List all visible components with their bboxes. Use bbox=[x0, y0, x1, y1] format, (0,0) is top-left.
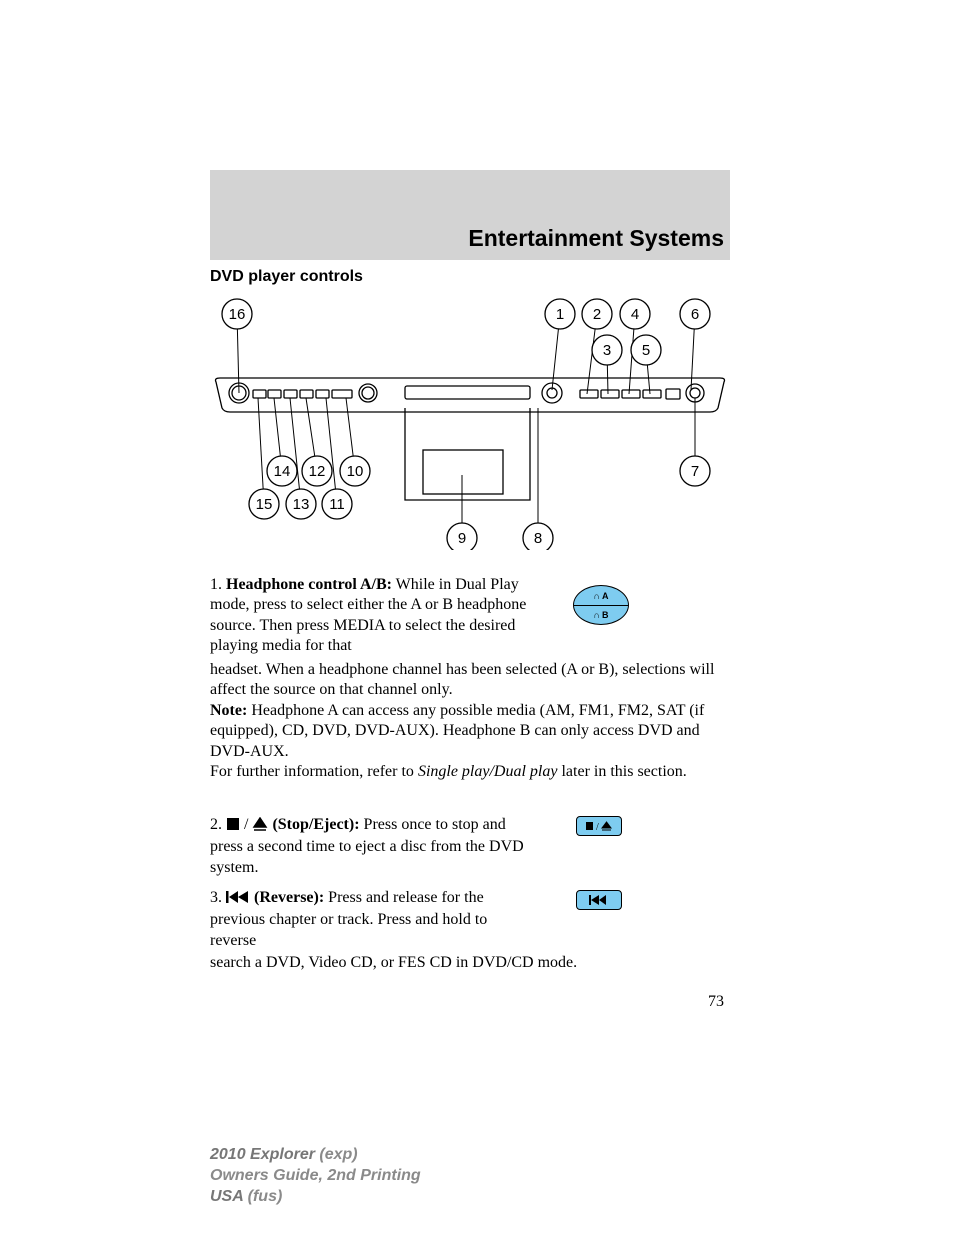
item-3-lead: 3. (Reverse): Press and release for the … bbox=[210, 888, 530, 951]
eject-icon bbox=[252, 817, 268, 837]
svg-text:15: 15 bbox=[256, 496, 273, 513]
svg-text:2: 2 bbox=[593, 306, 601, 323]
section-title: Entertainment Systems bbox=[468, 225, 724, 252]
item-1-lead: 1. Headphone control A/B: While in Dual … bbox=[210, 575, 530, 657]
item-number: 3. bbox=[210, 889, 226, 906]
headphone-icon: ∩ bbox=[594, 610, 600, 620]
item-title: (Reverse): bbox=[250, 889, 324, 906]
svg-text:3: 3 bbox=[603, 342, 611, 359]
item-3-rest: search a DVD, Video CD, or FES CD in DVD… bbox=[210, 953, 730, 973]
further-post: later in this section. bbox=[557, 763, 686, 780]
footer-region-code: (fus) bbox=[243, 1188, 282, 1205]
stop-eject-button-illustration: / bbox=[576, 816, 622, 836]
footer-model: 2010 Explorer bbox=[210, 1146, 315, 1163]
svg-text:12: 12 bbox=[309, 463, 326, 480]
note-text: Headphone A can access any possible medi… bbox=[210, 702, 704, 760]
item-number: 1. bbox=[210, 576, 226, 593]
svg-text:10: 10 bbox=[347, 463, 364, 480]
footer-code: (exp) bbox=[315, 1146, 358, 1163]
item-body-text: search a DVD, Video CD, or FES CD in DVD… bbox=[210, 954, 577, 971]
svg-text:5: 5 bbox=[642, 342, 650, 359]
svg-text:8: 8 bbox=[534, 530, 542, 547]
dvd-controls-diagram: 16124635141210151311987 bbox=[210, 290, 730, 550]
footer: 2010 Explorer (exp) Owners Guide, 2nd Pr… bbox=[210, 1145, 421, 1207]
item-2: 2. / (Stop/Eject): Press once to stop an… bbox=[210, 815, 530, 878]
svg-text:11: 11 bbox=[329, 496, 345, 513]
item-body-text: headset. When a headphone channel has be… bbox=[210, 661, 714, 698]
svg-text:6: 6 bbox=[691, 306, 699, 323]
reverse-icon bbox=[226, 890, 250, 910]
svg-text:16: 16 bbox=[229, 306, 246, 323]
icon-separator: / bbox=[240, 816, 252, 833]
svg-text:13: 13 bbox=[293, 496, 310, 513]
reverse-button-illustration bbox=[576, 890, 622, 910]
subsection-title: DVD player controls bbox=[210, 268, 363, 286]
item-title: (Stop/Eject): bbox=[268, 816, 359, 833]
svg-text:7: 7 bbox=[691, 463, 699, 480]
footer-region: USA bbox=[210, 1188, 243, 1205]
svg-text:1: 1 bbox=[556, 306, 564, 323]
headphone-icon: ∩ bbox=[594, 591, 600, 601]
svg-text:/: / bbox=[596, 822, 599, 832]
further-pre: For further information, refer to bbox=[210, 763, 418, 780]
stop-icon bbox=[226, 817, 240, 837]
further-italic: Single play/Dual play bbox=[418, 763, 558, 780]
footer-guide: Owners Guide, 2nd Printing bbox=[210, 1167, 421, 1184]
item-1-body: headset. When a headphone channel has be… bbox=[210, 660, 730, 783]
headphone-ab-button-illustration: ∩A ∩B bbox=[573, 585, 629, 625]
page-number: 73 bbox=[708, 993, 724, 1011]
svg-text:9: 9 bbox=[458, 530, 466, 547]
note-label: Note: bbox=[210, 702, 247, 719]
svg-text:14: 14 bbox=[274, 463, 291, 480]
svg-text:4: 4 bbox=[631, 306, 639, 323]
item-number: 2. bbox=[210, 816, 226, 833]
item-title: Headphone control A/B: bbox=[226, 576, 392, 593]
